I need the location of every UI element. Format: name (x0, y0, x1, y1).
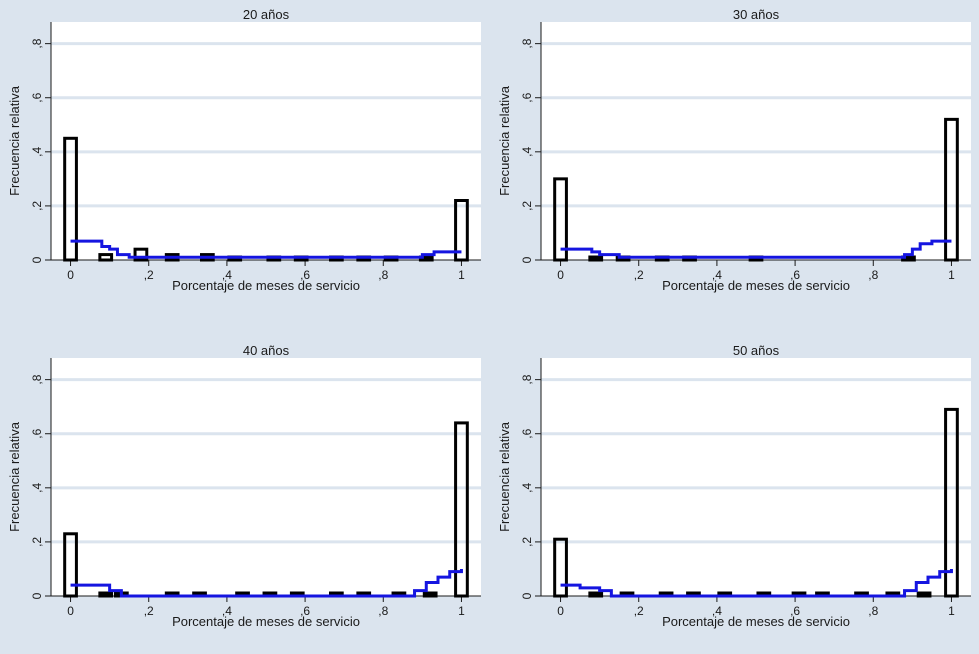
chart-svg: 20 años 0 ,2 ,4 ,6 ,8 Frecuencia relativa 0 ,2 ,4… (7, 7, 481, 293)
x-tick-label: ,4 (712, 604, 722, 618)
histogram-bar (588, 591, 604, 598)
chart-svg: 40 años 0 ,2 ,4 ,6 ,8 Frecuencia relativa 0 ,2 ,4… (7, 343, 481, 629)
y-tick-label: ,2 (520, 537, 534, 547)
x-tick-label: ,6 (300, 268, 310, 282)
x-tick-label: ,2 (144, 268, 154, 282)
plot-area (541, 22, 971, 260)
x-tick-label: ,4 (222, 604, 232, 618)
histogram-bar (133, 247, 149, 262)
chart-title: 30 años (733, 7, 780, 22)
y-axis-label: Frecuencia relativa (497, 85, 512, 196)
y-tick-label: ,6 (520, 428, 534, 438)
y-tick-label: ,8 (30, 374, 44, 384)
density-line (560, 239, 952, 259)
chart-title: 50 años (733, 343, 780, 358)
y-tick-label: ,4 (30, 146, 44, 156)
histogram-bar (588, 255, 604, 262)
x-tick-label: 0 (67, 604, 74, 618)
y-axis-label: Frecuencia relativa (7, 85, 22, 196)
x-tick-label: ,6 (790, 604, 800, 618)
histogram-bar (63, 532, 78, 598)
histogram-bar (944, 117, 959, 262)
histogram-bar (553, 537, 568, 598)
x-tick-label: ,2 (144, 604, 154, 618)
histogram-bar (98, 253, 114, 262)
y-tick-label: 0 (520, 592, 534, 599)
y-axis-label: Frecuencia relativa (7, 421, 22, 532)
x-tick-label: ,4 (222, 268, 232, 282)
x-tick-label: 1 (948, 268, 955, 282)
chart-svg: 50 años 0 ,2 ,4 ,6 ,8 Frecuencia relativa 0 ,2 ,4… (497, 343, 971, 629)
plot-area (51, 22, 481, 260)
x-tick-label: 0 (67, 268, 74, 282)
histogram-bar (63, 136, 78, 262)
y-tick-label: ,4 (520, 146, 534, 156)
panel-30-anos: 30 años 0 ,2 ,4 ,6 ,8 Frecuencia relativa 0 ,2 ,4… (490, 0, 979, 318)
x-tick-label: 1 (948, 604, 955, 618)
plot-area (51, 358, 481, 596)
histogram-bar (454, 421, 469, 598)
histogram-bar (98, 591, 114, 598)
x-axis-label: Porcentaje de meses de servicio (172, 614, 360, 629)
x-tick-label: ,8 (378, 604, 388, 618)
y-tick-label: ,6 (520, 92, 534, 102)
x-tick-label: ,8 (868, 604, 878, 618)
y-tick-label: 0 (30, 256, 44, 263)
y-tick-label: ,2 (30, 537, 44, 547)
x-tick-label: ,6 (300, 604, 310, 618)
histogram-bar (944, 407, 959, 598)
histogram-bar (454, 199, 469, 262)
y-tick-label: 0 (520, 256, 534, 263)
y-tick-label: ,8 (520, 374, 534, 384)
y-tick-label: ,6 (30, 92, 44, 102)
x-tick-label: ,8 (868, 268, 878, 282)
x-axis-label: Porcentaje de meses de servicio (172, 278, 360, 293)
y-tick-label: ,2 (30, 201, 44, 211)
x-tick-label: 1 (458, 268, 465, 282)
x-axis-label: Porcentaje de meses de servicio (662, 278, 850, 293)
x-tick-label: 0 (557, 268, 564, 282)
chart-svg: 30 años 0 ,2 ,4 ,6 ,8 Frecuencia relativa 0 ,2 ,4… (497, 7, 971, 293)
y-tick-label: ,6 (30, 428, 44, 438)
x-tick-label: 0 (557, 604, 564, 618)
y-tick-label: ,8 (520, 38, 534, 48)
x-axis-label: Porcentaje de meses de servicio (662, 614, 850, 629)
x-tick-label: 1 (458, 604, 465, 618)
histogram-bar (422, 591, 438, 598)
panel-20-anos: 20 años 0 ,2 ,4 ,6 ,8 Frecuencia relativa 0 ,2 ,4… (0, 0, 490, 318)
x-tick-label: ,2 (634, 268, 644, 282)
histogram-bar (553, 177, 568, 262)
density-line (70, 239, 462, 259)
y-tick-label: ,4 (30, 482, 44, 492)
figure: 20 años 0 ,2 ,4 ,6 ,8 Frecuencia relativa 0 ,2 ,4… (0, 0, 979, 629)
density-line (70, 568, 463, 598)
y-axis-label: Frecuencia relativa (497, 421, 512, 532)
chart-title: 40 años (243, 343, 290, 358)
y-tick-label: ,8 (30, 38, 44, 48)
panel-40-anos: 40 años 0 ,2 ,4 ,6 ,8 Frecuencia relativa 0 ,2 ,4… (0, 336, 490, 654)
chart-title: 20 años (243, 7, 290, 22)
y-tick-label: 0 (30, 592, 44, 599)
density-line (560, 568, 953, 598)
y-tick-label: ,4 (520, 482, 534, 492)
x-tick-label: ,2 (634, 604, 644, 618)
plot-area (541, 358, 971, 596)
x-tick-label: ,8 (378, 268, 388, 282)
y-tick-label: ,2 (520, 201, 534, 211)
histogram-bar (916, 591, 932, 598)
x-tick-label: ,6 (790, 268, 800, 282)
panel-50-anos: 50 años 0 ,2 ,4 ,6 ,8 Frecuencia relativa 0 ,2 ,4… (490, 336, 979, 654)
x-tick-label: ,4 (712, 268, 722, 282)
